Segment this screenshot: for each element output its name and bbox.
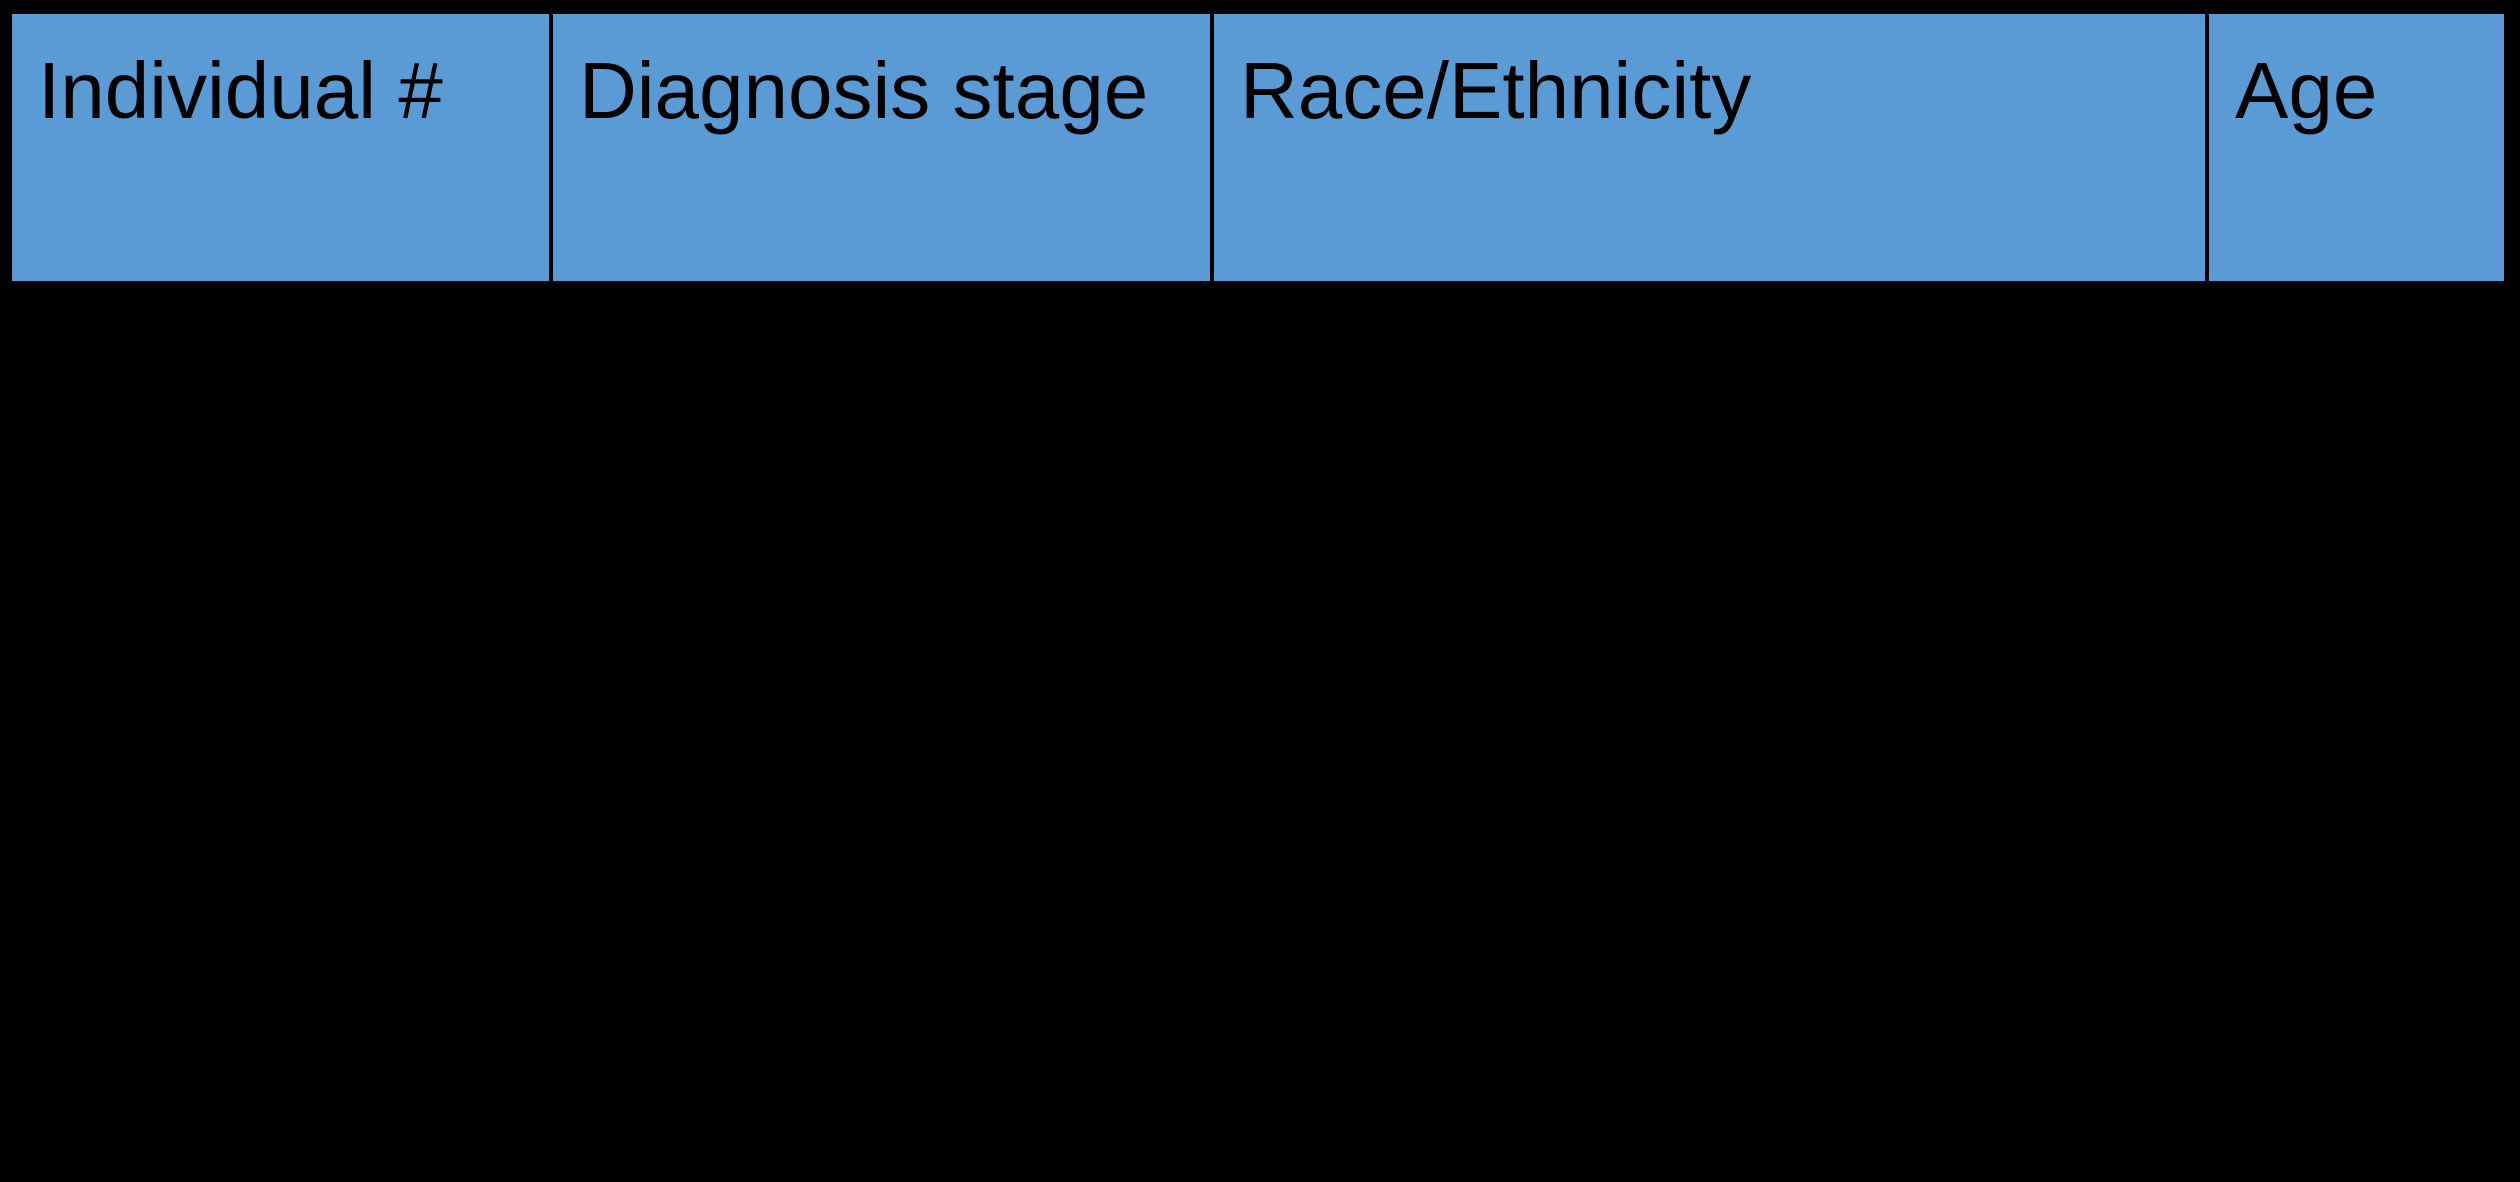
column-header-individual-number: Individual # xyxy=(12,14,553,281)
column-header-age: Age xyxy=(2209,14,2504,281)
table-header-row: Individual # Diagnosis stage Race/Ethnic… xyxy=(12,14,2504,281)
column-header-diagnosis-stage: Diagnosis stage xyxy=(553,14,1214,281)
column-header-race-ethnicity: Race/Ethnicity xyxy=(1214,14,2209,281)
table-body-empty xyxy=(12,281,2504,1170)
demographics-table: Individual # Diagnosis stage Race/Ethnic… xyxy=(8,10,2508,1174)
